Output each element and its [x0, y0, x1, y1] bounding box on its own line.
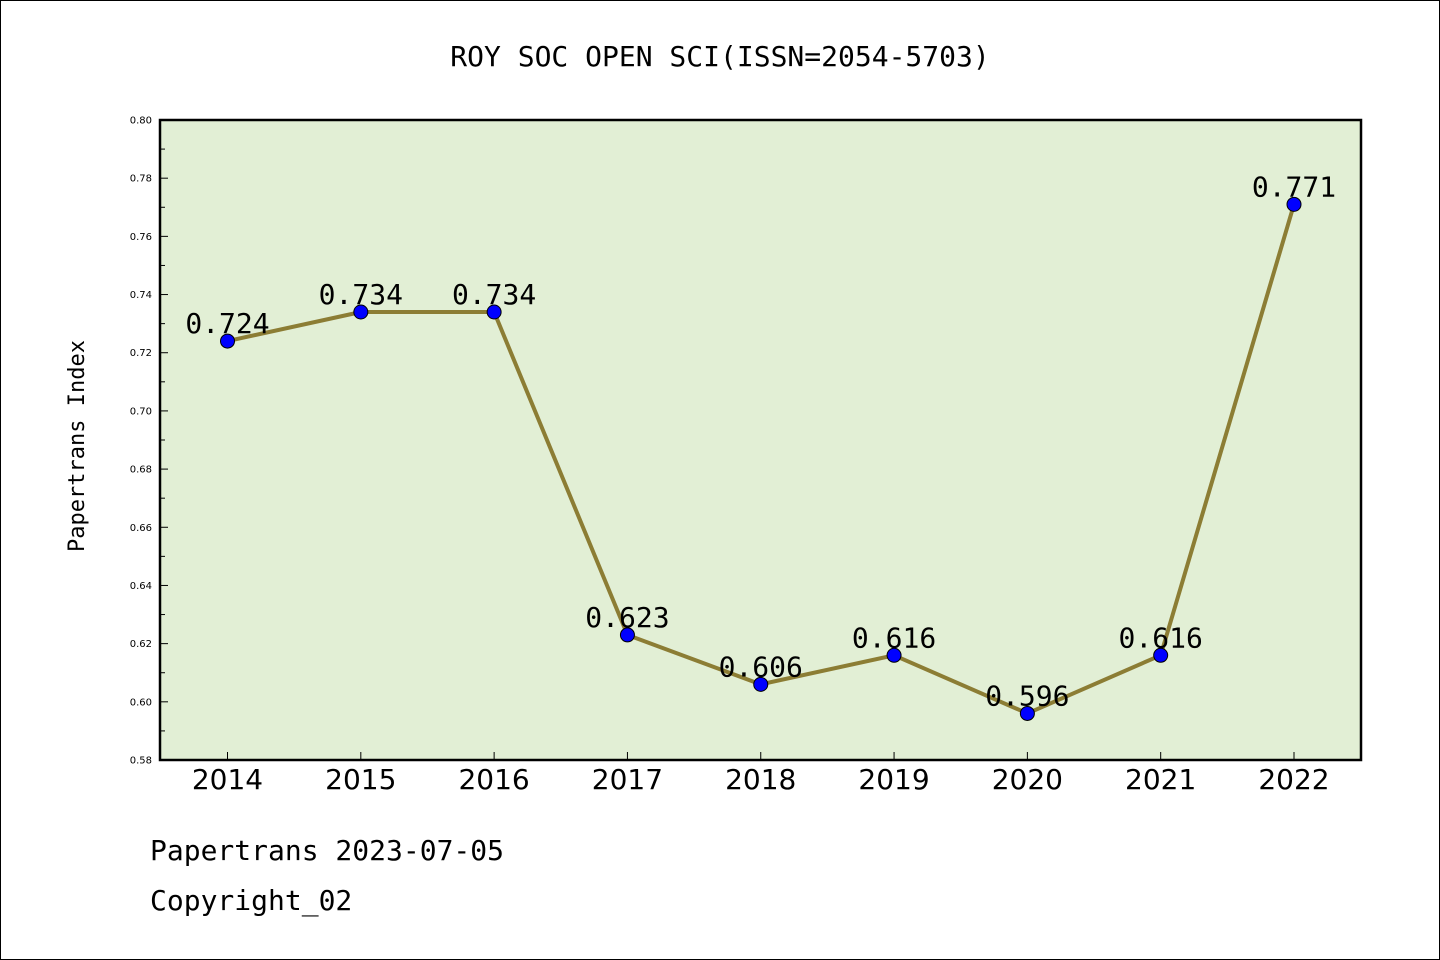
plot-area: 0.58 0.60 0.62 0.64 0.66 0.68 0.70 0.72 0.74 0.76… [130, 116, 1363, 796]
data-label: 0.734 [319, 278, 403, 311]
x-tick-label: 2021 [1125, 763, 1196, 796]
x-tick-label: 2020 [992, 763, 1063, 796]
data-point [1286, 196, 1302, 212]
y-tick-label: 0.80 [130, 116, 152, 127]
x-tick-label: 2017 [592, 763, 663, 796]
data-point [1153, 647, 1169, 663]
data-label: 0.623 [585, 601, 669, 634]
y-tick-label: 0.66 [130, 523, 152, 534]
plot-border [158, 118, 1363, 762]
x-tick-label: 2015 [325, 763, 396, 796]
data-point [353, 304, 369, 320]
y-tick-label: 0.78 [130, 174, 152, 185]
y-tick-label: 0.74 [130, 290, 152, 301]
y-tick-label: 0.64 [130, 581, 152, 592]
x-tick-label: 2014 [192, 763, 263, 796]
x-tick-label: 2019 [858, 763, 929, 796]
y-tick-label: 0.62 [130, 639, 152, 650]
y-tick-label: 0.70 [130, 406, 152, 417]
footer-copyright-line: Copyright_02 [150, 884, 353, 917]
x-tick-label: 2022 [1258, 763, 1329, 796]
x-tick-label: 2018 [725, 763, 796, 796]
data-point [220, 333, 235, 349]
data-point [753, 676, 769, 692]
x-tick-label: 2016 [458, 763, 529, 796]
y-axis-label: Papertrans Index [65, 340, 90, 552]
y-tick-label: 0.58 [130, 756, 152, 767]
y-tick-label: 0.68 [130, 465, 152, 476]
data-label: 0.596 [985, 679, 1069, 712]
data-point [486, 304, 502, 320]
y-tick-label: 0.60 [130, 697, 152, 708]
data-label: 0.734 [452, 278, 536, 311]
data-point [619, 627, 635, 643]
chart-title: ROY SOC OPEN SCI(ISSN=2054-5703) [450, 40, 989, 73]
data-label: 0.616 [1119, 621, 1203, 654]
y-tick-label: 0.72 [130, 348, 152, 359]
y-tick-label: 0.76 [130, 232, 152, 243]
data-label: 0.606 [719, 650, 803, 683]
data-label: 0.771 [1252, 170, 1336, 203]
data-label: 0.616 [852, 621, 936, 654]
footer-date-line: Papertrans 2023-07-05 [150, 834, 505, 867]
data-label: 0.724 [185, 307, 269, 340]
data-point [1019, 705, 1035, 721]
data-point [886, 647, 902, 663]
